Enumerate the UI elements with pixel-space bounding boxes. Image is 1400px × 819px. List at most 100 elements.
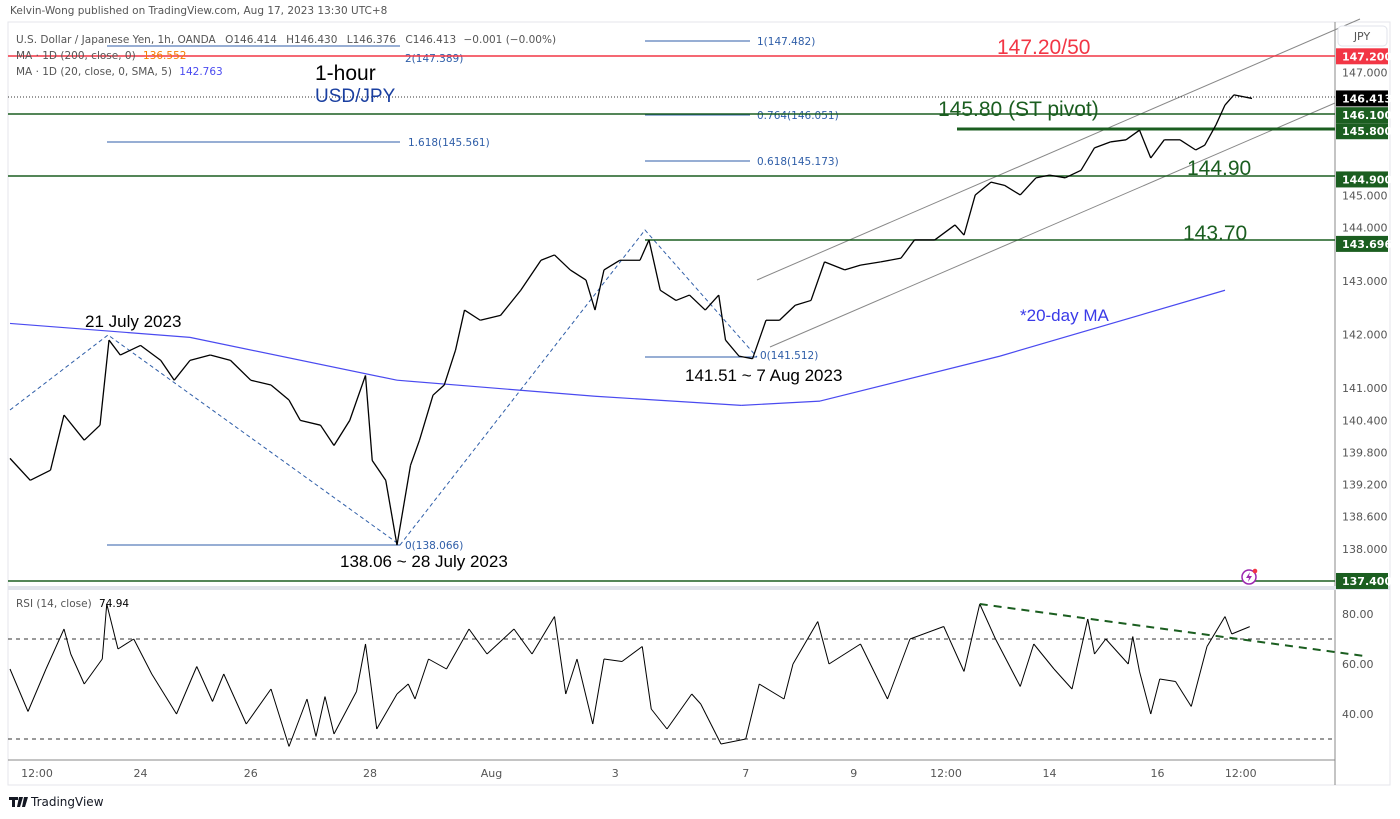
price-segment [1150,139,1165,159]
price-axis[interactable]: 147.200 146.413 146.100 145.800 144.900 143.6… [1336,48,1392,589]
price-segment [751,320,767,360]
price-segment [738,355,753,360]
price-segment [1224,94,1235,106]
low-annotation: 138.06 ~ 28 July 2023 [340,552,508,571]
price-segment [432,384,445,396]
rsi-segment [376,693,398,730]
rsi-segment [407,683,416,700]
rsi-label: RSI (14, close) [16,598,92,610]
fib-label-1: 1(147.482) [757,36,815,48]
rsi-segment [212,673,225,702]
price-segment [1035,174,1050,179]
chart-frame [7,21,1391,786]
price-segment [880,257,902,263]
price-segment [9,457,31,481]
channel-lower-line[interactable] [769,102,1336,348]
fib-label-0618: 0.618(145.173) [757,156,839,168]
rsi-segment [486,628,515,655]
currency-button[interactable] [1337,25,1388,47]
price-segment [288,399,301,421]
lightning-alert-icon[interactable] [1241,568,1258,585]
low2-annotation: 141.51 ~ 7 Aug 2023 [685,366,842,385]
time-tick-label: 9 [850,767,857,780]
price-segment [1019,177,1037,196]
price-segment [1064,169,1082,179]
fib-label-0a: 0(138.066) [405,540,463,552]
rsi-segment [1127,636,1134,665]
rsi-trendline[interactable] [979,603,1365,657]
price-segment [659,289,677,301]
price-label: 145.800 [1342,125,1392,138]
price-label: 146.100 [1342,109,1392,122]
channel-upper-line[interactable] [756,18,1361,281]
rsi-segment [223,673,247,725]
price-segment [520,259,542,291]
tradingview-logo[interactable]: TradingView [9,795,104,809]
tradingview-logo-icon [9,797,28,807]
legend-ma200[interactable]: MA · 1D (200, close, 0) 136.552 [16,50,186,62]
rsi-segment [758,683,785,700]
rsi-segment [196,666,213,702]
price-segment [718,294,727,341]
rsi-segment [909,626,944,640]
price-segment [1195,144,1206,151]
price-segment [540,254,555,261]
rsi-segment [245,688,272,725]
price-segment [675,294,690,302]
price-tick-label: 140.400 [1342,414,1388,427]
rsi-segment [745,683,760,740]
price-segment [160,360,175,381]
price-segment [173,359,191,381]
price-tick-label: 144.000 [1342,222,1388,235]
price-segment [1125,129,1140,141]
rsi-segment [428,658,447,670]
rsi-segment [554,616,567,695]
rsi-segment [333,691,357,735]
time-axis[interactable]: 12:00 24 26 28 Aug 3 7 9 12:00 14 16 12:00 [21,767,1256,780]
rsi-segment [641,646,652,710]
rsi-segment [1231,626,1250,635]
fib-label-2: 2(147.389) [405,53,463,65]
published-header: Kelvin-Wong published on TradingView.com… [10,5,387,17]
price-label: 146.413 [1342,92,1392,105]
time-tick-label: 26 [244,767,258,780]
price-segment [99,339,110,426]
rsi-segment [1139,671,1152,715]
price-tick-label: 143.000 [1342,275,1388,288]
rsi-segment [1033,643,1055,670]
legend-ma20[interactable]: MA · 1D (20, close, 0, SMA, 5) 142.763 [16,66,223,78]
price-segment [934,224,956,241]
time-tick-label: 3 [612,767,619,780]
legend-low: L146.376 [347,34,397,46]
price-label: 147.200 [1342,50,1392,63]
price-segment [963,194,976,236]
price-label: 137.400 [1342,575,1392,588]
price-label-box [1336,123,1388,140]
price-segment [364,375,373,461]
price-segment [824,261,845,271]
ma200-label: MA · 1D (200, close, 0) [16,50,136,62]
pivot-annotation: 145.80 (ST pivot) [938,98,1099,121]
price-segment [250,379,272,386]
price-segment [210,354,231,362]
price-tick-label: 138.000 [1342,543,1388,556]
price-label: 143.696 [1342,238,1392,251]
price-segment [418,395,434,441]
resistance-annotation: 147.20/50 [997,36,1090,59]
ma20-label: MA · 1D (20, close, 0, SMA, 5) [16,66,172,78]
rsi-segment [9,668,29,712]
price-segment [385,480,398,546]
legend-symbol: U.S. Dollar / Japanese Yen, 1h, OANDA [16,34,217,46]
price-segment [49,414,65,471]
time-tick-label: 28 [363,767,377,780]
price-segment [844,264,861,271]
rsi-segment [1159,678,1176,682]
ma20-value: 142.763 [179,66,222,78]
price-segment [1080,147,1096,171]
rsi-value: 74.94 [99,598,129,610]
ma20-segment [741,400,821,406]
rsi-segment [792,621,819,665]
price-segment [585,279,596,311]
price-tick-label: 139.200 [1342,479,1388,492]
